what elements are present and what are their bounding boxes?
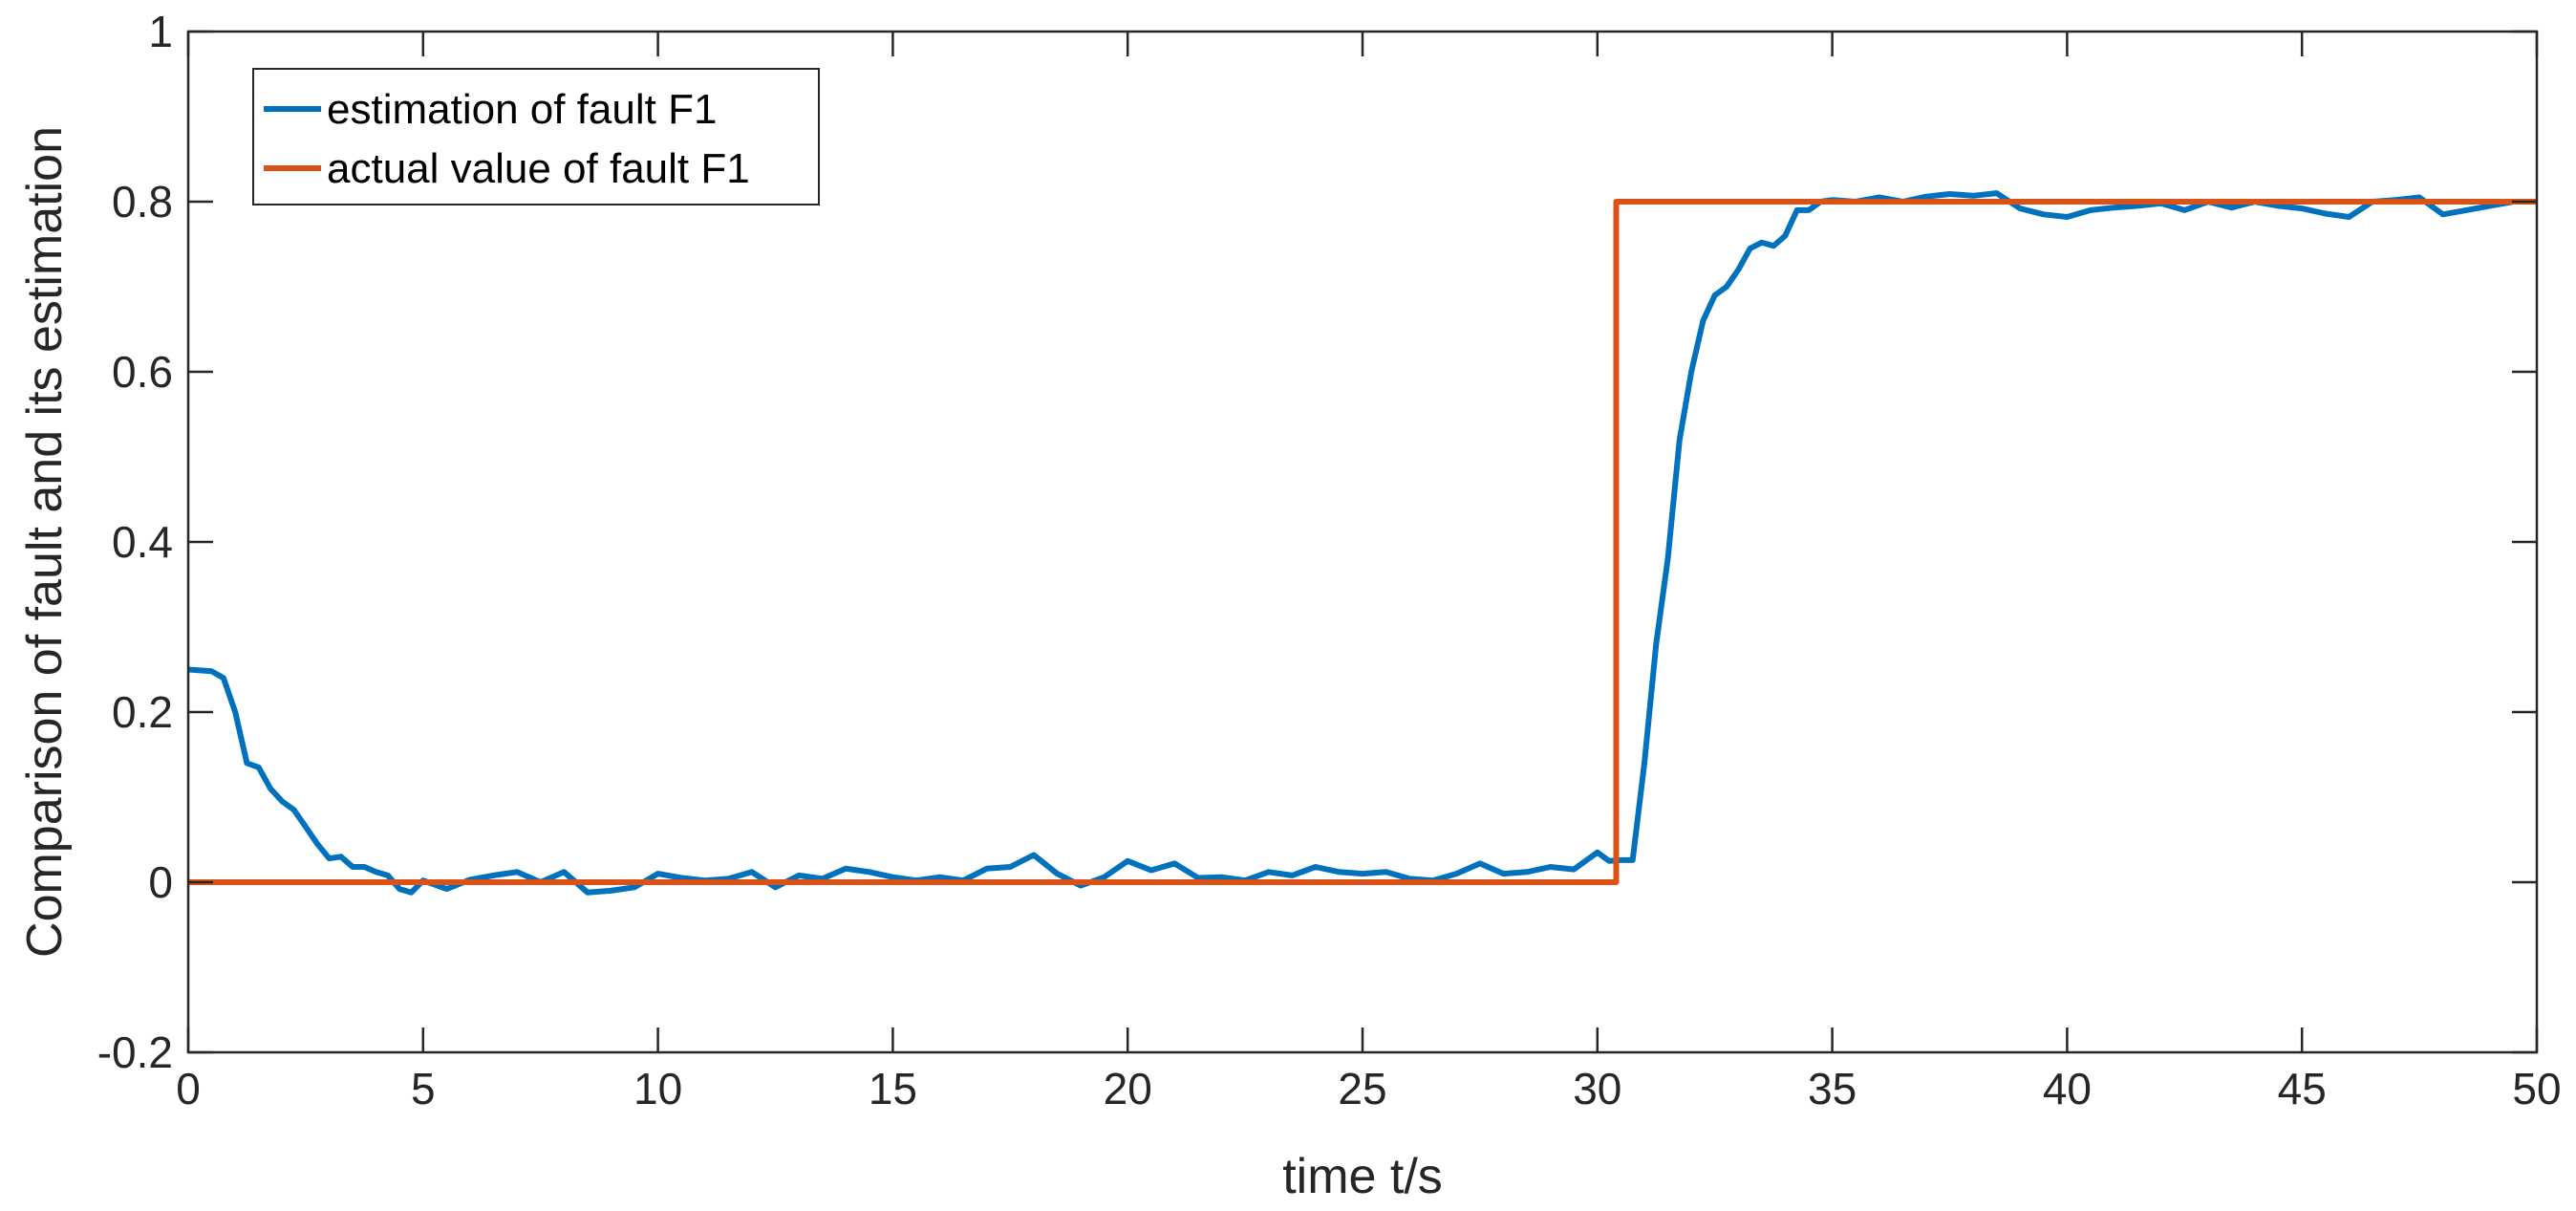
x-axis-label: time t/s xyxy=(1282,1149,1443,1204)
ticks-layer xyxy=(186,30,2539,1054)
x-tick-label: 35 xyxy=(1808,1064,1857,1114)
y-axis-label: Comparison of fault and its estimation xyxy=(17,126,73,958)
legend-label-actual: actual value of fault F1 xyxy=(327,145,750,192)
x-tick-label: 5 xyxy=(411,1064,436,1114)
y-tick-label: 0.4 xyxy=(112,517,173,567)
x-tick-label: 10 xyxy=(633,1064,682,1114)
legend-box xyxy=(252,68,820,205)
x-tick-label: 50 xyxy=(2512,1064,2561,1114)
x-tick-label: 20 xyxy=(1104,1064,1152,1114)
y-tick-label: -0.2 xyxy=(97,1027,173,1077)
y-tick-label: 1 xyxy=(148,7,173,56)
x-tick-label: 45 xyxy=(2278,1064,2327,1114)
x-tick-label: 40 xyxy=(2043,1064,2092,1114)
y-tick-label: 0.8 xyxy=(112,177,173,227)
y-tick-label: 0.6 xyxy=(112,347,173,397)
series-line-actual xyxy=(188,199,2537,885)
tick-labels-layer: 0 5 10 15 20 25 30 35 40 45 50-0.200.20.40.60.81 xyxy=(97,7,2562,1114)
x-tick-label: 30 xyxy=(1573,1064,1621,1114)
y-tick-label: 0.2 xyxy=(112,687,173,737)
legend-label-estimation: estimation of fault F1 xyxy=(327,86,717,133)
x-tick-label: 25 xyxy=(1338,1064,1386,1114)
x-tick-label: 15 xyxy=(869,1064,917,1114)
legend: estimation of fault F1 actual value of f… xyxy=(252,68,820,205)
series-layer xyxy=(187,190,2537,896)
y-tick-label: 0 xyxy=(148,857,173,907)
x-tick-label: 0 xyxy=(176,1064,201,1114)
